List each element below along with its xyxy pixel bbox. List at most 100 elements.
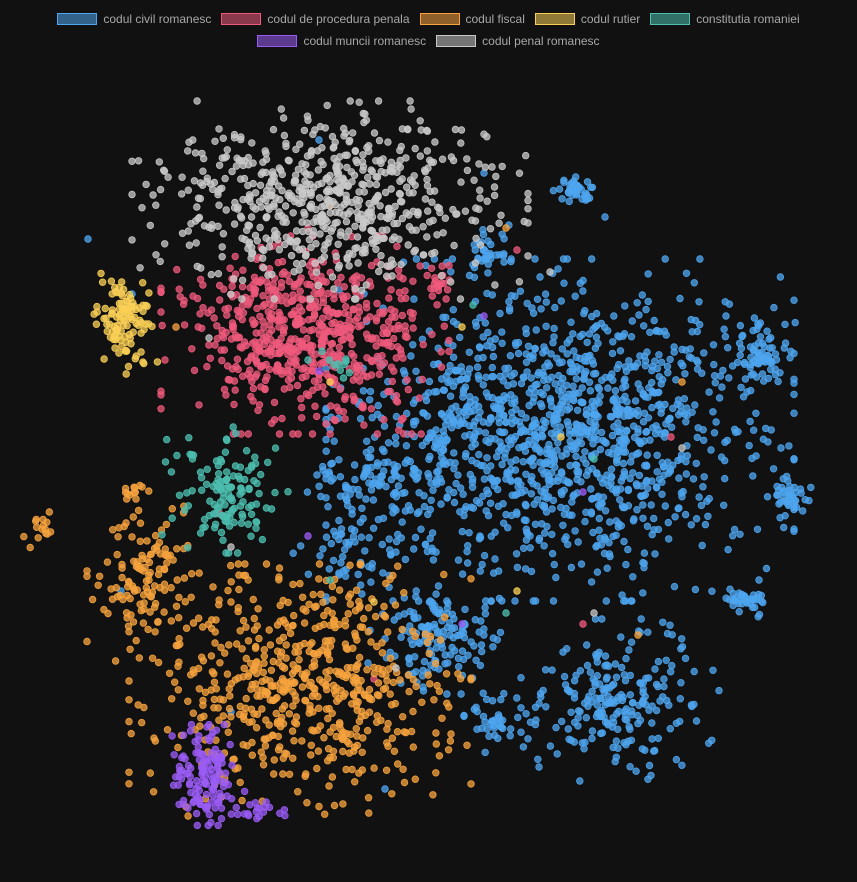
point-1-0-549 [233,355,242,363]
point-2-0-456 [236,778,244,787]
point-5-0-126 [221,769,230,777]
point-1-0-620 [293,343,301,352]
point-1-0-475 [433,301,441,309]
point-0-8-28 [588,183,597,192]
point-4-0-65 [206,497,214,505]
point-0-0-1280 [554,473,563,481]
point-6-0-497 [385,206,393,214]
point-2-0-339 [292,720,301,728]
point-0-0-920 [584,467,592,475]
point-2-0-503 [313,764,321,773]
point-6-0-354 [476,194,484,202]
point-2-0-536 [306,640,314,649]
point-1-0-298 [399,275,407,283]
point-0-0-779 [762,564,771,573]
point-2-0-502 [269,696,278,705]
point-2-1-129 [207,624,216,633]
point-1-0-505 [297,274,305,282]
point-5-0-71 [193,821,201,830]
point-2-0-303 [254,605,262,613]
point-1-0-538 [304,391,313,400]
point-0-3-66 [626,763,634,771]
point-6-0-478 [457,178,465,186]
point-0-0-327 [750,426,758,434]
point-2-1-72 [174,614,183,622]
legend-item-codul-muncii-romanesc[interactable]: codul muncii romanesc [257,34,426,48]
legend-item-codul-penal-romanesc[interactable]: codul penal romanesc [436,34,600,48]
point-0-0-631 [558,452,566,460]
legend-item-codul-fiscal[interactable]: codul fiscal [419,12,525,26]
point-0-3-193 [641,692,649,701]
point-0-0-1198 [450,449,458,457]
point-6-0-141 [383,226,391,234]
point-0-3-196 [596,712,605,721]
point-0-0-777 [508,399,516,407]
point-0-3-35 [626,671,634,680]
point-1-0-214 [206,354,214,362]
point-4-0-19 [264,458,272,467]
point-0-3-170 [652,706,661,715]
point-6-0-404 [251,189,260,197]
point-1-0-574 [350,359,358,368]
point-4-0-16 [222,468,231,476]
point-6-0-371 [428,198,436,206]
point-3-2 [557,433,565,441]
point-6-0-591 [395,235,403,243]
point-2-0-436 [399,713,407,721]
point-2-0-355 [329,616,338,625]
point-6-0-630 [355,188,363,196]
point-0-0-245 [657,409,665,417]
point-0-0-522 [682,346,690,354]
point-1-0-526 [294,430,302,438]
point-6-0-209 [248,139,256,147]
point-1-0-576 [359,404,367,412]
point-1-0-130 [239,309,248,317]
point-2-0-253 [364,604,373,612]
point-0-2-108 [443,690,451,698]
point-0-3-217 [570,738,578,746]
point-0-0-519 [550,560,558,569]
point-0-0-818 [693,365,702,373]
point-0-0-1156 [634,359,642,367]
point-6-0-501 [374,192,382,201]
point-2-3-5 [136,481,144,490]
legend-item-constitutia-romaniei[interactable]: constitutia romaniei [650,12,800,26]
point-5-0-50 [168,732,176,740]
point-0-3-211 [654,734,662,742]
point-2-0-82 [344,610,352,618]
point-5-0-88 [184,804,192,812]
point-0-0-544 [538,402,546,411]
point-0-1-38 [404,502,413,510]
point-0-0-917 [465,365,474,373]
point-1-0-15 [387,286,395,294]
point-0-0-577 [458,527,466,536]
point-2-0-331 [380,602,388,611]
point-0-0-1157 [491,404,499,413]
point-0-0-1049 [734,428,742,436]
point-2-1-15 [108,526,117,534]
legend-item-codul-civil-romanesc[interactable]: codul civil romanesc [57,12,211,26]
point-2-0-97 [315,704,323,712]
point-1-0-565 [173,265,181,274]
point-0-0-1187 [547,460,555,469]
point-0-0-1081 [461,432,469,440]
point-1-0-327 [267,351,275,359]
point-5-0-112 [199,757,208,766]
point-1-0-639 [275,349,283,358]
legend-item-codul-rutier[interactable]: codul rutier [534,12,640,26]
point-2-0-347 [432,769,440,777]
point-0-0-1106 [573,421,582,429]
point-6-5 [392,664,400,672]
point-0-1-66 [367,486,376,494]
point-0-5-52 [735,339,744,347]
point-1-0-635 [315,326,323,334]
point-2-0-439 [223,670,232,678]
point-0-3-216 [591,678,599,686]
point-1-0-582 [231,386,239,394]
point-5-0-83 [228,761,236,769]
series-constitutia-romaniei [158,301,598,617]
point-0-0-1172 [537,305,545,313]
point-2-0-267 [250,614,258,623]
legend-item-codul-de-procedura-penala[interactable]: codul de procedura penala [221,12,410,26]
point-0-0-689 [511,597,519,605]
